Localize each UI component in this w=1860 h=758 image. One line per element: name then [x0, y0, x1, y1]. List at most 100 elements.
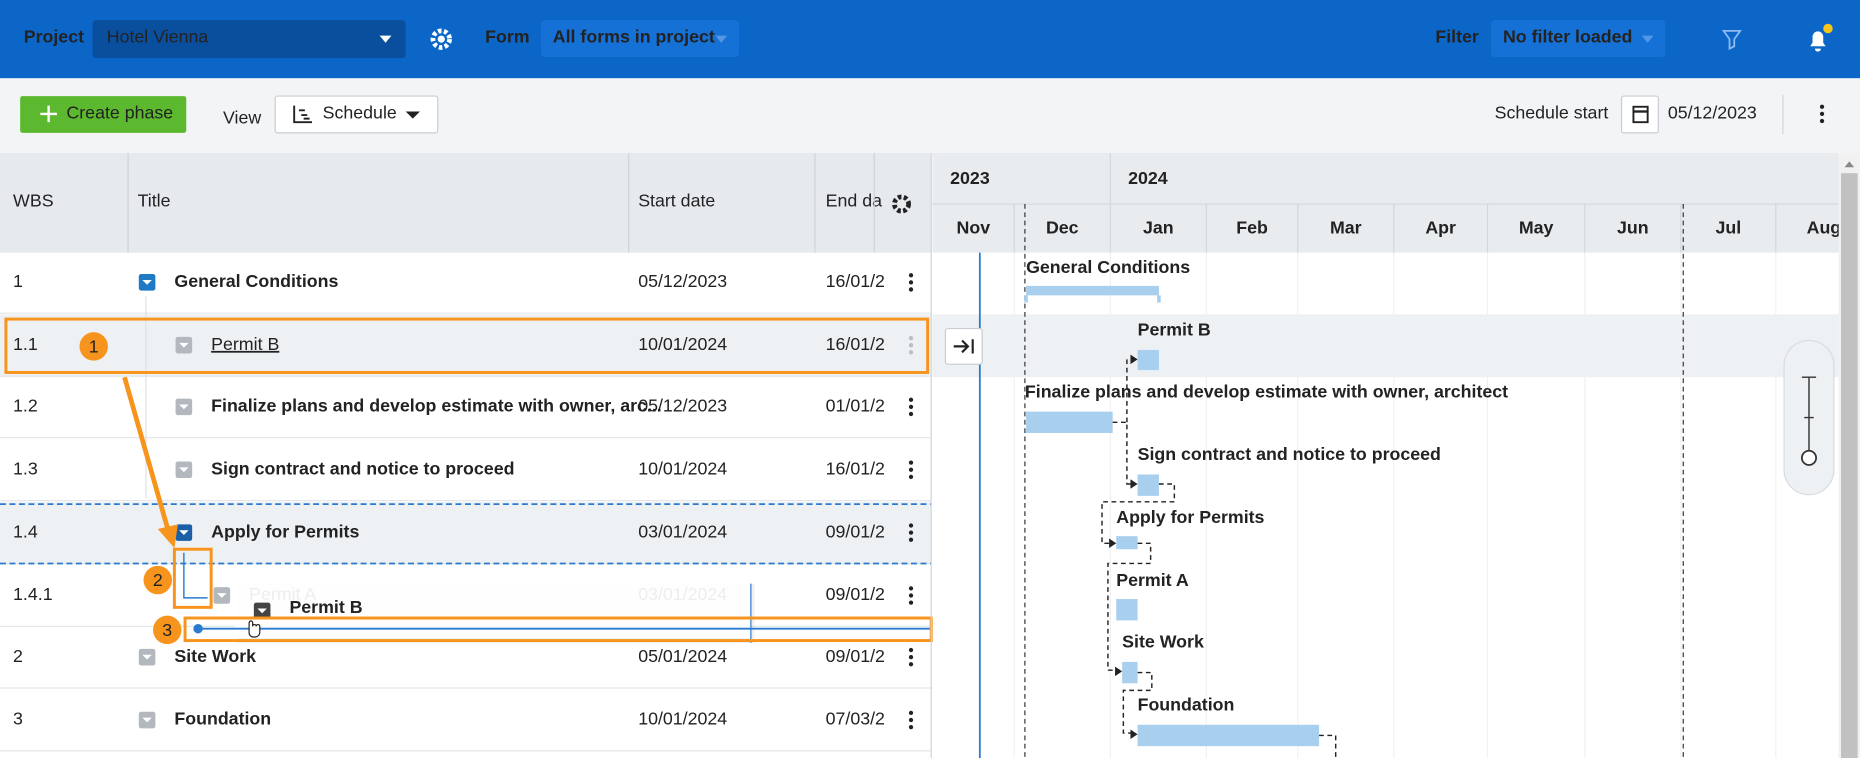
year-label: 2024 — [1128, 168, 1168, 188]
wbs-cell: 1.3 — [13, 458, 38, 478]
notification-dot — [1823, 23, 1833, 34]
gantt-bar-label: Apply for Permits — [1116, 507, 1264, 527]
column-settings-icon[interactable] — [892, 194, 912, 214]
start-date-cell: 05/12/2023 — [638, 271, 727, 291]
start-date-cell: 10/01/2024 — [638, 334, 727, 354]
title-cell[interactable]: Permit B — [211, 334, 279, 354]
schedule-start-date: 05/12/2023 — [1668, 103, 1757, 123]
dependency — [1319, 734, 1337, 758]
create-phase-text: Create phase — [66, 103, 173, 123]
annotation-box — [172, 547, 213, 609]
create-phase-button[interactable] — [20, 96, 187, 133]
dependency — [1107, 542, 1152, 671]
project-select[interactable] — [92, 20, 406, 59]
dependency — [1101, 483, 1176, 545]
project-label: Project — [24, 27, 84, 47]
view-select[interactable] — [274, 95, 439, 134]
month-label: Dec — [1046, 218, 1079, 238]
wbs-cell: 1.1 — [13, 334, 38, 354]
start-date-cell: 10/01/2024 — [638, 709, 727, 729]
annotation-badge — [79, 332, 108, 361]
caret — [405, 111, 420, 119]
drag-ghost-chevron — [257, 608, 267, 614]
column-header[interactable]: Title — [138, 190, 171, 210]
year-label: 2023 — [950, 168, 990, 188]
gantt-header — [932, 153, 1839, 253]
dependency-arrow — [1130, 354, 1138, 365]
column-header[interactable]: WBS — [13, 190, 54, 210]
gantt-bar[interactable] — [1026, 285, 1159, 296]
row-menu-dot — [908, 273, 914, 278]
annotation-number: 3 — [162, 620, 172, 640]
row-menu-dot — [908, 530, 914, 535]
row-menu-dot — [908, 523, 914, 528]
scrollbar-thumb[interactable] — [1841, 173, 1858, 758]
annotation-badge — [143, 565, 173, 595]
expand-chevron — [179, 342, 189, 348]
calendar-icon — [1632, 105, 1649, 124]
title-cell[interactable]: Finalize plans and develop estimate with… — [211, 396, 662, 416]
title-cell[interactable]: Site Work — [174, 646, 256, 666]
project-name: Hotel Vienna — [107, 27, 209, 47]
month-label: Nov — [957, 218, 991, 238]
gantt-stripe — [932, 314, 1839, 378]
column-header[interactable]: End da — [826, 190, 882, 210]
end-date-cell: 09/01/2 — [826, 646, 885, 666]
settings-icon[interactable] — [430, 28, 452, 50]
title-cell[interactable]: General Conditions — [174, 271, 338, 291]
plus-icon — [40, 105, 57, 123]
wbs-cell: 1 — [13, 271, 23, 291]
form-select[interactable] — [540, 20, 740, 57]
more-dot — [1819, 104, 1825, 109]
zoom-handle[interactable] — [1800, 449, 1817, 466]
dependency-arrow — [1130, 729, 1138, 740]
more-dot — [1819, 118, 1825, 124]
calendar-button[interactable] — [1620, 95, 1659, 134]
end-date-cell: 07/03/2 — [826, 709, 885, 729]
start-date-cell: 05/12/2023 — [638, 396, 727, 416]
month-label: Jan — [1143, 218, 1174, 238]
gantt-bar[interactable] — [1122, 661, 1138, 684]
more-dot — [1819, 111, 1825, 117]
dependency-arrow — [1130, 479, 1138, 489]
start-date-cell: 10/01/2024 — [638, 458, 727, 478]
drag-cursor — [248, 620, 261, 638]
gantt-bar[interactable] — [1137, 724, 1320, 747]
end-date-cell: 16/01/2 — [826, 334, 885, 354]
title-cell[interactable]: Foundation — [174, 709, 271, 729]
summary-tick — [1024, 295, 1161, 303]
title-cell[interactable]: Apply for Permits — [211, 521, 359, 541]
form-select-text: All forms in project — [553, 27, 715, 47]
month-label: Jun — [1617, 218, 1649, 238]
scroll-arrow — [1844, 161, 1855, 168]
gantt-bar[interactable] — [1137, 349, 1159, 371]
month-label: May — [1519, 218, 1554, 238]
drop-indicator-dot — [193, 623, 203, 634]
annotation-number: 1 — [89, 336, 99, 356]
filter-select[interactable] — [1491, 20, 1666, 57]
zoom-track — [1801, 376, 1817, 451]
view-select-text: Schedule — [323, 103, 397, 123]
row-menu-dot — [908, 343, 914, 348]
month-label: Apr — [1425, 218, 1456, 238]
wbs-cell: 1.2 — [13, 396, 38, 416]
gantt-bar[interactable] — [1116, 536, 1138, 550]
gantt-bar[interactable] — [1026, 411, 1113, 433]
title-cell[interactable]: Sign contract and notice to proceed — [211, 458, 514, 478]
gantt-bar-label: Permit B — [1138, 320, 1211, 340]
caret — [715, 35, 728, 43]
month-label: Aug — [1807, 218, 1842, 238]
column-header[interactable]: Start date — [638, 190, 715, 210]
gantt-bar-label: Finalize plans and develop estimate with… — [1025, 381, 1508, 401]
gantt-bar[interactable] — [1137, 474, 1159, 496]
row-menu-dot — [908, 586, 914, 591]
row-highlight — [0, 314, 932, 378]
row-menu-dot — [908, 593, 914, 598]
gantt-bar[interactable] — [1116, 599, 1138, 621]
month-label: Jul — [1715, 218, 1741, 238]
annotation-arrow — [122, 376, 171, 533]
end-date-cell: 16/01/2 — [826, 458, 885, 478]
